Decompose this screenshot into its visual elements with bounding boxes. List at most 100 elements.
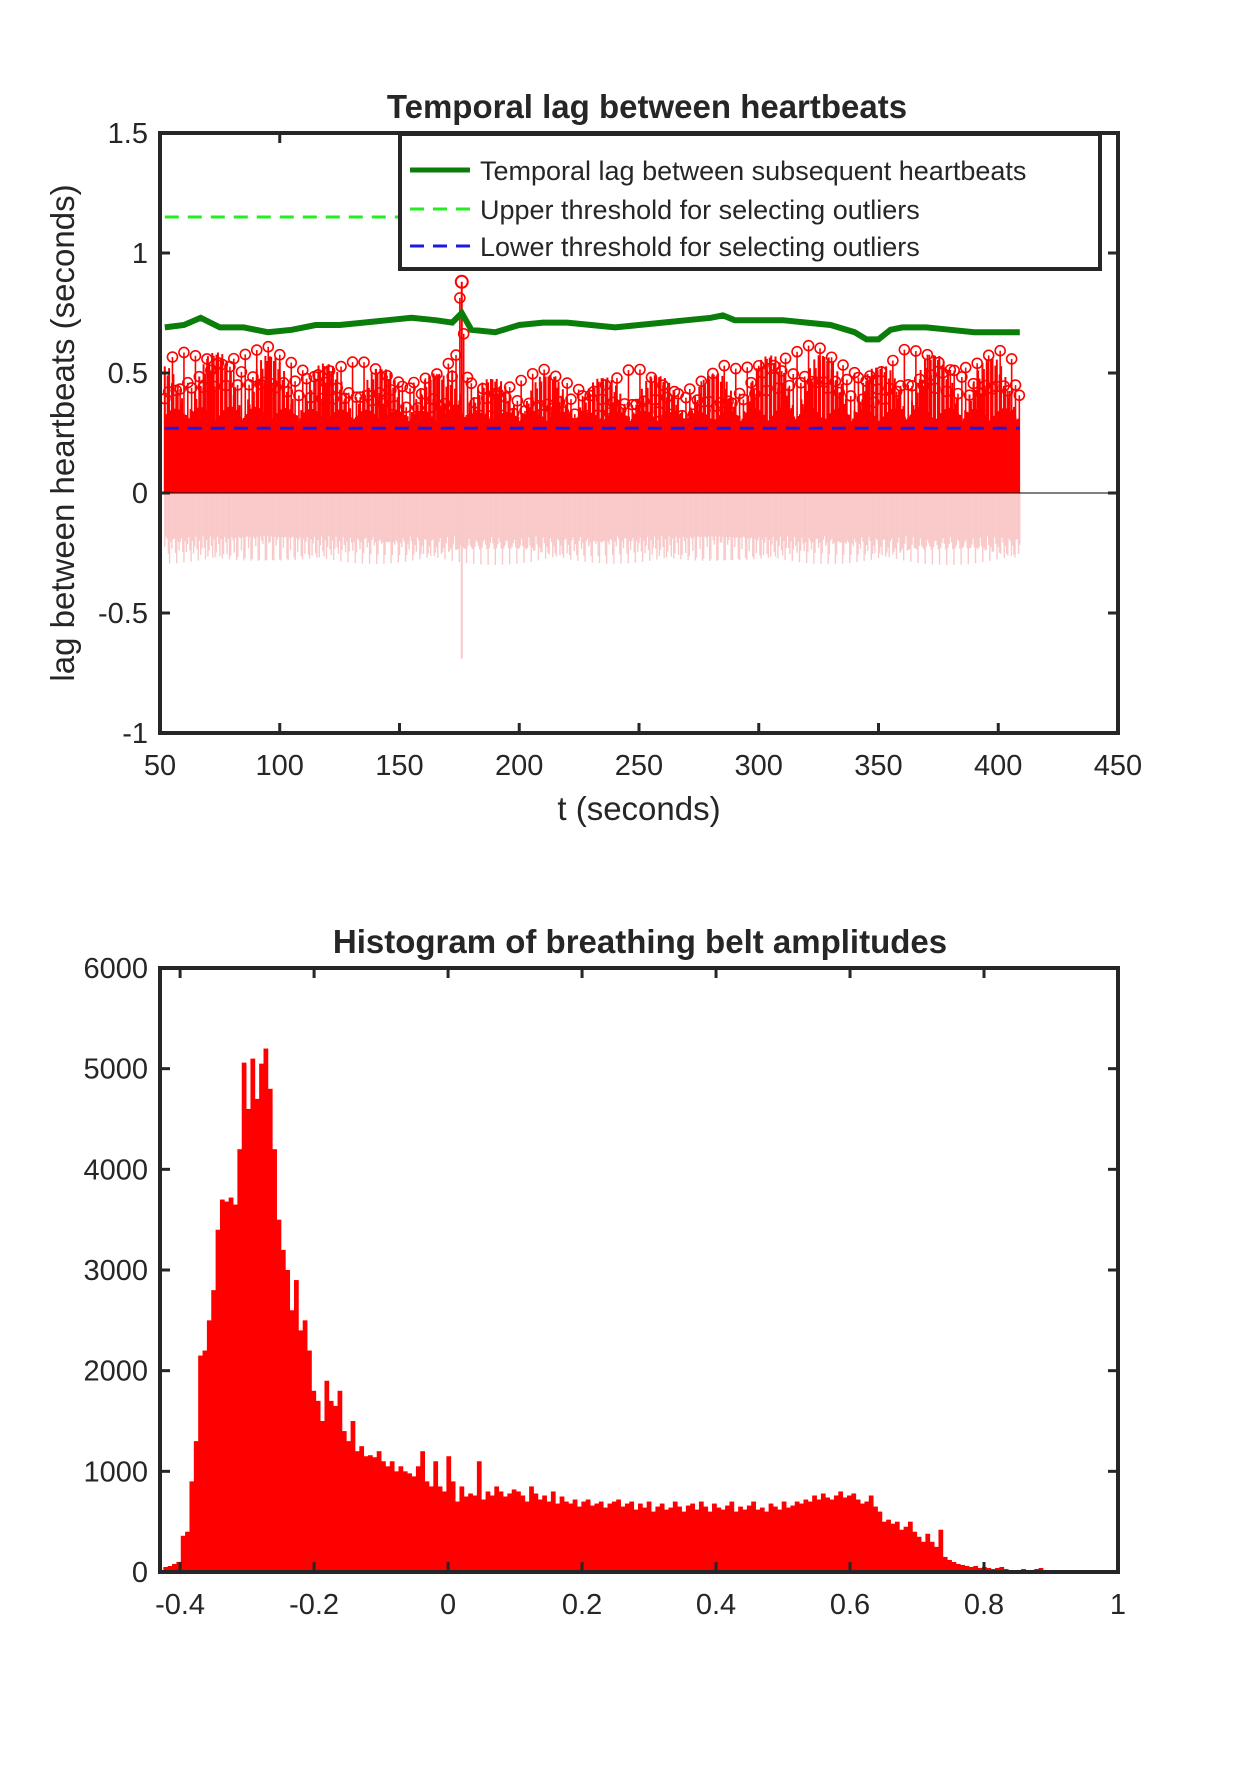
histogram-bar: [629, 1501, 635, 1572]
histogram-bar: [219, 1199, 225, 1572]
stem-marker: [894, 380, 907, 392]
histogram-bar: [193, 1441, 199, 1572]
histogram-bar: [481, 1499, 486, 1572]
histogram-bar: [590, 1505, 595, 1572]
stem-marker: [791, 345, 803, 358]
y-tick-label: 1000: [83, 1456, 148, 1488]
stem-outlier-marker: [454, 274, 469, 289]
histogram-bar: [746, 1505, 752, 1572]
histogram-bar: [585, 1499, 591, 1572]
stem-marker: [239, 348, 252, 361]
stem-marker: [346, 356, 359, 368]
x-tick-label: 1: [1110, 1589, 1126, 1621]
x-tick-label: 50: [144, 750, 176, 782]
histogram-bar: [485, 1491, 491, 1572]
histogram-bar: [890, 1523, 896, 1572]
histogram-bar: [311, 1390, 317, 1572]
stem-marker: [438, 397, 451, 410]
histogram-bar: [694, 1509, 700, 1572]
stem-marker: [745, 376, 757, 389]
x-tick-label: 100: [256, 750, 304, 782]
histogram-bar: [672, 1501, 678, 1572]
histogram-bar: [563, 1501, 569, 1572]
histogram-bar: [328, 1400, 334, 1572]
histogram-bar: [346, 1441, 351, 1572]
stem-marker: [787, 368, 800, 380]
histogram-bar: [368, 1455, 373, 1572]
data-layer: [163, 1048, 1053, 1572]
histogram-bar: [820, 1493, 826, 1572]
histogram-bar: [725, 1505, 730, 1572]
histogram-bar: [381, 1461, 386, 1572]
stem-marker: [802, 339, 815, 352]
histogram-bar: [916, 1536, 922, 1572]
histogram-bar: [507, 1493, 513, 1572]
stem-marker: [457, 327, 470, 340]
histogram-bar: [350, 1421, 356, 1572]
histogram-bar: [934, 1546, 939, 1572]
legend: Temporal lag between subsequent heartbea…: [398, 132, 1102, 271]
histogram-bar: [938, 1529, 944, 1572]
histogram-bar: [298, 1330, 304, 1572]
histogram-bar: [921, 1541, 926, 1572]
stem-marker: [534, 399, 547, 412]
stem-marker: [599, 379, 612, 391]
histogram-bar: [246, 1108, 251, 1572]
stem-marker: [189, 349, 202, 362]
histogram-bar: [542, 1495, 547, 1572]
histogram-bar: [860, 1503, 865, 1572]
stem-marker: [588, 385, 600, 398]
histogram-bar: [446, 1456, 452, 1572]
y-axis-label: lag between heartbeats (seconds): [44, 184, 81, 681]
histogram-bar: [529, 1486, 534, 1572]
stem-marker: [446, 370, 458, 383]
stem-marker: [940, 385, 953, 398]
stem-marker: [465, 377, 478, 390]
histogram-bar: [537, 1499, 543, 1572]
histogram-bar: [385, 1466, 391, 1572]
stem-marker: [844, 390, 857, 402]
histogram-bar: [607, 1503, 613, 1572]
histogram-bar: [838, 1491, 844, 1572]
data-layer: [158, 215, 1118, 659]
histogram-bar: [228, 1197, 234, 1572]
histogram-bar: [411, 1476, 417, 1572]
histogram-bar: [977, 1567, 983, 1572]
histogram-bar: [581, 1501, 587, 1572]
stem-marker: [561, 377, 573, 389]
y-tick-label: -1: [122, 718, 148, 750]
histogram-bar: [942, 1556, 948, 1572]
stem-marker: [434, 401, 447, 413]
stem-marker: [829, 375, 842, 388]
stem-marker: [818, 376, 830, 388]
stem-marker: [235, 366, 248, 378]
histogram-bar: [402, 1471, 408, 1572]
stem-marker: [312, 369, 324, 381]
histogram-bar: [894, 1521, 900, 1572]
histogram-bar: [716, 1507, 722, 1572]
negative-stems: [164, 493, 1021, 659]
series-line-0: [164, 308, 1020, 343]
histogram-bar: [494, 1486, 500, 1572]
stem-marker: [710, 400, 723, 412]
histogram-bar: [707, 1511, 713, 1572]
histogram-bar: [907, 1521, 913, 1572]
histogram-bar: [568, 1503, 574, 1572]
histogram-bar: [455, 1501, 460, 1572]
histogram-bar: [759, 1507, 765, 1572]
histogram-bar: [267, 1088, 273, 1572]
legend-label-upper-threshold: Upper threshold for selecting outliers: [480, 195, 920, 225]
y-tick-label: 0: [132, 1557, 148, 1589]
histogram-bar: [259, 1063, 264, 1572]
stem-marker: [741, 361, 754, 374]
stem-marker: [427, 393, 439, 405]
histogram-bar: [829, 1499, 835, 1572]
histogram-bar: [851, 1493, 857, 1572]
histogram-bar: [372, 1457, 378, 1572]
histogram-bar: [172, 1563, 177, 1572]
x-tick-label: 450: [1094, 750, 1142, 782]
stem-marker: [273, 348, 286, 361]
histogram-bar: [341, 1431, 347, 1572]
x-tick-label: 0.4: [696, 1589, 736, 1621]
stem-marker: [496, 409, 508, 422]
